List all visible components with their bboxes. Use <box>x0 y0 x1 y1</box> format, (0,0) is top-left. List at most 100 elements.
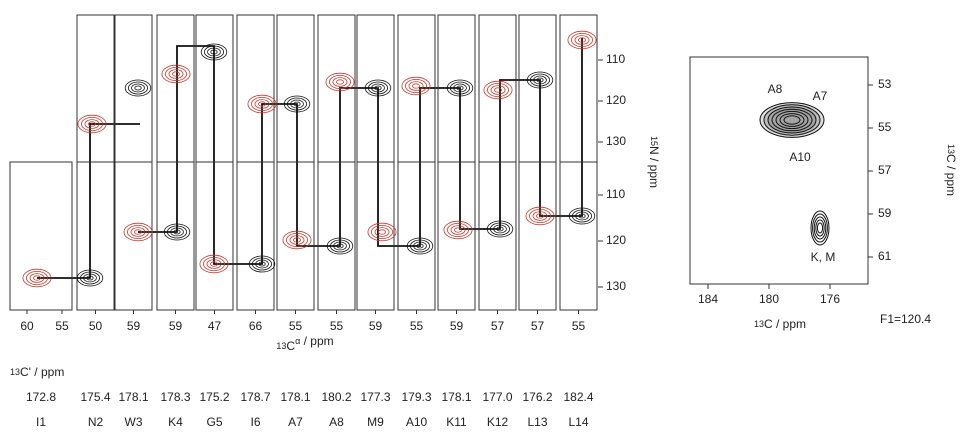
strip-frame <box>236 161 275 311</box>
y-tick-label: 130 <box>606 279 626 293</box>
contour <box>763 104 821 136</box>
x-tick-label: 57 <box>531 319 545 333</box>
contour <box>533 75 547 85</box>
contour <box>374 227 390 237</box>
y-tick-label: 110 <box>606 187 625 201</box>
contour <box>258 261 266 267</box>
contour <box>449 81 470 95</box>
contour <box>251 97 273 112</box>
contour <box>134 85 142 91</box>
superscript: 13 <box>754 319 764 329</box>
contour <box>80 271 101 285</box>
label-text: N / ppm <box>647 146 661 188</box>
x-tick-label: 59 <box>450 319 464 333</box>
residue-label: L14 <box>568 415 588 429</box>
contour <box>530 73 551 87</box>
contour <box>816 222 824 234</box>
y-tick-label: 120 <box>606 93 626 107</box>
contour <box>446 79 474 97</box>
contour <box>447 222 469 237</box>
contour <box>76 269 104 287</box>
strip-frame <box>156 14 195 163</box>
contour <box>574 35 590 45</box>
label-text: C / ppm <box>764 317 806 331</box>
co-value: 178.3 <box>160 390 190 404</box>
co-value: 175.4 <box>80 390 110 404</box>
strip-frame <box>9 161 73 311</box>
label-text: / ppm <box>300 334 333 348</box>
contour <box>575 211 589 221</box>
contour <box>206 259 222 269</box>
contour <box>124 79 152 97</box>
contour <box>286 232 308 247</box>
strip-frame <box>317 161 356 311</box>
residue-label: G5 <box>206 415 222 429</box>
x-tick-label: 66 <box>249 319 263 333</box>
contour <box>529 208 551 223</box>
contour <box>207 47 221 57</box>
axis-label: 13C / ppm <box>754 317 806 331</box>
contour <box>168 69 184 79</box>
contour <box>771 108 813 132</box>
contour <box>767 106 817 134</box>
contour <box>779 113 805 127</box>
x-tick-label: 176 <box>820 292 840 306</box>
strip-frame <box>356 161 395 311</box>
superscript: 13 <box>946 144 956 154</box>
strip-frame <box>397 161 436 311</box>
x-tick-label: 59 <box>169 319 183 333</box>
y-tick-label: 61 <box>878 249 892 263</box>
contour <box>775 110 809 130</box>
contour <box>759 102 825 138</box>
y-tick-label: 130 <box>606 134 626 148</box>
strip-frame <box>276 14 315 163</box>
y-tick-label: 59 <box>878 206 892 220</box>
residue-label: A10 <box>406 415 428 429</box>
contour <box>210 261 218 267</box>
contour <box>416 243 424 249</box>
contour <box>493 224 507 234</box>
y-tick-label: 55 <box>878 120 892 134</box>
label-text: C / ppm <box>944 154 958 196</box>
contour <box>371 83 385 93</box>
contour <box>374 85 382 91</box>
contour <box>166 225 187 239</box>
contour <box>77 114 107 134</box>
contour <box>203 45 224 59</box>
contour <box>26 270 48 285</box>
contour <box>86 275 94 281</box>
contour <box>536 77 544 83</box>
x-tick-label: 57 <box>491 319 505 333</box>
contour <box>578 213 586 219</box>
contour <box>161 64 191 84</box>
contour <box>165 67 187 82</box>
contour <box>336 243 344 249</box>
contour <box>406 237 434 255</box>
x-tick-label: 55 <box>289 319 303 333</box>
contour <box>371 224 393 239</box>
contour <box>367 81 388 95</box>
contour <box>22 268 52 288</box>
co-value: 172.8 <box>26 390 56 404</box>
co-value: 177.0 <box>482 390 512 404</box>
x-tick-label: 60 <box>20 319 34 333</box>
co-value: 175.2 <box>199 390 229 404</box>
contour <box>378 229 386 235</box>
x-tick-label: 55 <box>410 319 424 333</box>
residue-label: K4 <box>168 415 183 429</box>
contour <box>567 30 597 50</box>
contour <box>127 81 148 95</box>
contour <box>254 99 270 109</box>
contour <box>526 71 554 89</box>
contour <box>367 222 397 242</box>
y-tick-label: 120 <box>606 233 626 247</box>
contour <box>325 72 355 92</box>
contour <box>255 259 269 269</box>
contour <box>489 222 510 236</box>
residue-label: K12 <box>487 415 509 429</box>
peak-label: K, M <box>811 250 836 264</box>
contour <box>173 229 181 235</box>
residue-label: I1 <box>36 415 46 429</box>
contour <box>88 121 96 127</box>
